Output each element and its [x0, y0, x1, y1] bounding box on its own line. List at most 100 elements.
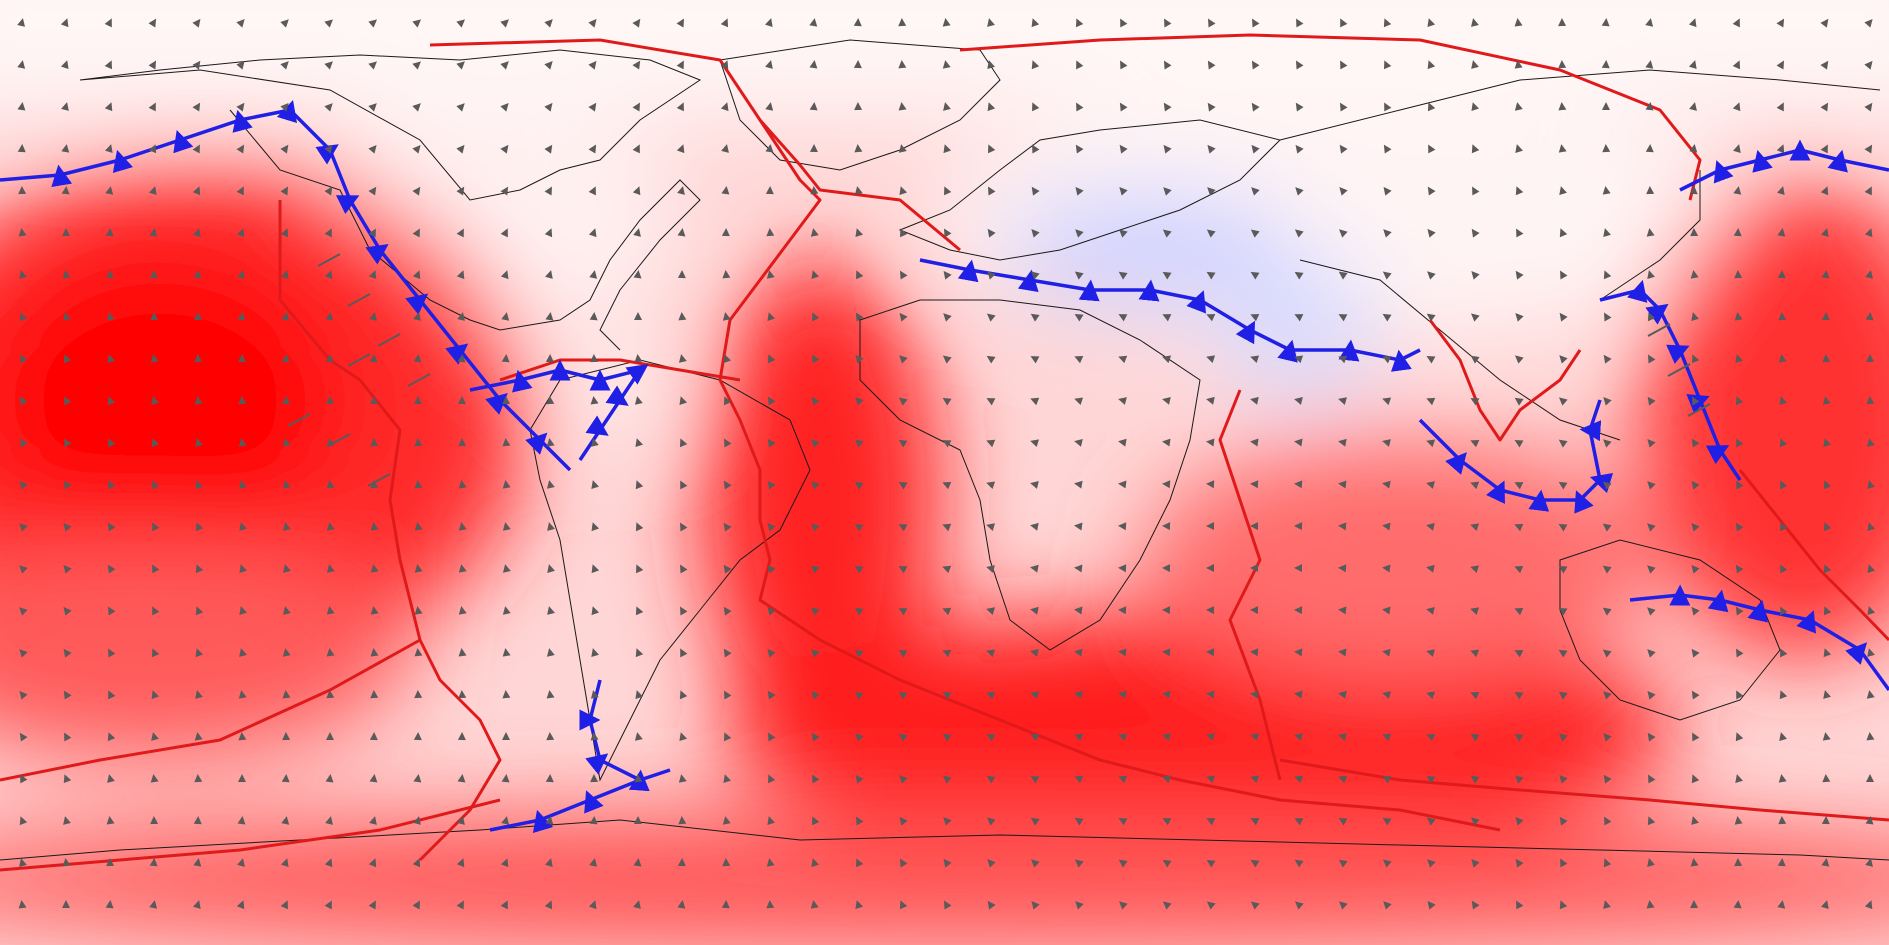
velocity-arrow-icon: [239, 564, 248, 574]
velocity-arrow-icon: [368, 270, 377, 280]
velocity-arrow-icon: [1602, 649, 1612, 658]
velocity-arrow-icon: [898, 18, 907, 27]
velocity-arrow-icon: [1646, 186, 1655, 195]
velocity-arrow-icon: [1735, 648, 1744, 658]
velocity-arrow-icon: [1162, 480, 1171, 489]
velocity-arrow-icon: [1821, 270, 1830, 279]
tonga-kermadec-boundary: [1738, 469, 1889, 642]
velocity-arrow-icon: [1778, 354, 1787, 363]
velocity-arrow-icon: [1162, 229, 1172, 238]
velocity-arrow-icon: [1647, 312, 1656, 322]
velocity-arrow-icon: [590, 690, 599, 699]
velocity-arrow-icon: [898, 60, 907, 69]
velocity-arrow-icon: [1338, 397, 1347, 405]
velocity-arrow-icon: [1515, 817, 1524, 826]
velocity-arrow-icon: [1558, 524, 1568, 532]
velocity-arrow-icon: [1470, 775, 1480, 784]
velocity-arrow-icon: [723, 648, 732, 658]
velocity-arrow-icon: [192, 102, 201, 112]
velocity-arrow-icon: [282, 648, 291, 657]
velocity-arrow-icon: [1734, 270, 1743, 279]
velocity-arrow-icon: [104, 18, 112, 28]
velocity-arrow-icon: [64, 732, 72, 742]
velocity-arrow-icon: [810, 228, 819, 237]
velocity-arrow-icon: [633, 900, 641, 909]
velocity-arrow-icon: [1777, 900, 1786, 909]
velocity-arrow-icon: [765, 102, 774, 111]
velocity-arrow-icon: [1074, 776, 1084, 784]
velocity-arrow-icon: [149, 900, 158, 909]
velocity-arrow-icon: [545, 816, 554, 825]
velocity-arrow-icon: [195, 648, 204, 658]
velocity-arrow-icon: [1823, 648, 1832, 658]
velocity-arrow-icon: [368, 19, 378, 28]
velocity-arrow-icon: [283, 564, 291, 573]
velocity-arrow-icon: [854, 649, 864, 658]
velocity-arrow-icon: [283, 522, 291, 531]
velocity-arrow-icon: [635, 522, 644, 532]
velocity-arrow-icon: [19, 565, 28, 574]
velocity-arrow-icon: [1031, 60, 1040, 70]
velocity-arrow-icon: [1426, 649, 1435, 657]
velocity-arrow-icon: [1820, 186, 1829, 196]
velocity-arrow-icon: [942, 650, 952, 658]
velocity-arrow-icon: [1074, 564, 1083, 573]
velocity-arrow-icon: [1294, 271, 1304, 280]
velocity-arrow-icon: [500, 61, 509, 70]
velocity-arrow-icon: [1338, 564, 1347, 573]
velocity-arrow-icon: [1515, 313, 1524, 322]
velocity-arrow-icon: [1338, 818, 1348, 826]
velocity-arrow-icon: [722, 312, 731, 321]
velocity-arrow-icon: [987, 859, 996, 868]
velocity-arrow-icon: [414, 648, 423, 657]
velocity-arrow-icon: [854, 523, 864, 532]
velocity-arrow-icon: [1030, 481, 1039, 489]
velocity-arrow-icon: [1603, 228, 1611, 237]
velocity-arrow-icon: [1558, 566, 1568, 574]
velocity-arrow-icon: [1515, 144, 1523, 153]
velocity-arrow-icon: [18, 186, 27, 195]
velocity-arrow-icon: [1162, 690, 1171, 699]
velocity-arrow-icon: [107, 564, 116, 574]
velocity-arrow-icon: [1470, 734, 1480, 742]
velocity-arrow-icon: [194, 774, 203, 783]
velocity-arrow-icon: [107, 480, 116, 490]
velocity-arrow-icon: [942, 481, 952, 490]
velocity-arrow-icon: [1164, 18, 1172, 28]
velocity-arrow-icon: [1647, 858, 1655, 867]
velocity-arrow-icon: [1602, 481, 1612, 490]
velocity-arrow-icon: [632, 144, 640, 154]
velocity-arrow-icon: [1691, 522, 1700, 532]
velocity-arrow-icon: [1118, 397, 1127, 405]
velocity-arrow-icon: [547, 606, 555, 615]
velocity-arrow-icon: [1119, 144, 1128, 154]
velocity-arrow-icon: [1294, 818, 1304, 826]
velocity-arrow-icon: [855, 900, 864, 910]
velocity-arrow-icon: [722, 816, 731, 825]
velocity-arrow-icon: [720, 102, 729, 112]
velocity-arrow-icon: [18, 228, 27, 237]
velocity-arrow-icon: [324, 19, 333, 28]
velocity-arrow-icon: [634, 312, 643, 321]
velocity-arrow-icon: [63, 522, 72, 532]
velocity-arrow-icon: [1603, 900, 1611, 909]
velocity-arrow-icon: [1471, 144, 1480, 154]
south-america-coastline: [529, 359, 811, 782]
velocity-arrow-icon: [943, 270, 952, 280]
velocity-arrow-icon: [1691, 774, 1700, 784]
velocity-arrow-icon: [1118, 355, 1128, 364]
velocity-arrow-icon: [1338, 314, 1348, 322]
velocity-arrow-icon: [1603, 858, 1612, 868]
velocity-arrow-icon: [987, 271, 996, 280]
velocity-arrow-icon: [986, 565, 995, 573]
velocity-arrow-icon: [500, 858, 509, 868]
velocity-arrow-icon: [1207, 60, 1216, 70]
velocity-arrow-icon: [1735, 522, 1744, 532]
velocity-arrow-icon: [280, 186, 289, 196]
velocity-arrow-icon: [63, 606, 72, 616]
velocity-arrow-icon: [1206, 522, 1215, 531]
velocity-arrow-icon: [1163, 102, 1172, 112]
velocity-arrow-icon: [765, 18, 773, 27]
velocity-arrow-icon: [589, 816, 598, 825]
velocity-arrow-icon: [1163, 187, 1172, 196]
